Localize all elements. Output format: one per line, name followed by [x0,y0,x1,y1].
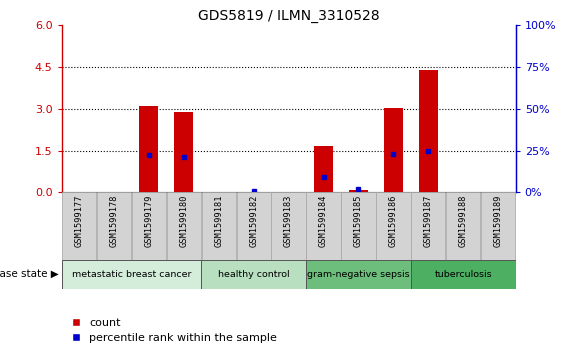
Text: disease state ▶: disease state ▶ [0,269,59,279]
Text: metastatic breast cancer: metastatic breast cancer [71,270,191,278]
FancyBboxPatch shape [62,260,201,289]
Text: GSM1599184: GSM1599184 [319,195,328,247]
FancyBboxPatch shape [271,192,306,260]
Text: GSM1599187: GSM1599187 [424,195,433,247]
FancyBboxPatch shape [306,192,340,260]
FancyBboxPatch shape [376,192,411,260]
FancyBboxPatch shape [201,260,306,289]
Bar [314,147,333,192]
FancyBboxPatch shape [411,260,516,289]
FancyBboxPatch shape [446,192,481,260]
Text: GSM1599185: GSM1599185 [354,195,363,247]
FancyBboxPatch shape [202,192,236,260]
Bar [384,107,403,192]
Text: GSM1599188: GSM1599188 [459,195,468,247]
Text: GSM1599182: GSM1599182 [249,195,258,247]
FancyBboxPatch shape [166,192,201,260]
Text: GSM1599186: GSM1599186 [389,195,398,247]
Bar [174,112,193,192]
Text: GSM1599181: GSM1599181 [214,195,223,247]
FancyBboxPatch shape [62,192,96,260]
Bar [419,70,438,192]
Text: GSM1599178: GSM1599178 [110,195,118,247]
Title: GDS5819 / ILMN_3310528: GDS5819 / ILMN_3310528 [198,9,379,23]
Text: GSM1599189: GSM1599189 [494,195,503,247]
FancyBboxPatch shape [237,192,271,260]
Text: gram-negative sepsis: gram-negative sepsis [307,270,410,278]
FancyBboxPatch shape [306,260,411,289]
Text: GSM1599183: GSM1599183 [284,195,293,247]
FancyBboxPatch shape [97,192,131,260]
Text: healthy control: healthy control [218,270,289,278]
Text: GSM1599179: GSM1599179 [144,195,154,247]
Bar [349,190,368,192]
FancyBboxPatch shape [132,192,166,260]
Text: GSM1599180: GSM1599180 [179,195,188,247]
Bar [139,106,158,192]
Text: tuberculosis: tuberculosis [434,270,492,278]
FancyBboxPatch shape [411,192,445,260]
Legend: count, percentile rank within the sample: count, percentile rank within the sample [67,314,282,347]
FancyBboxPatch shape [342,192,376,260]
Text: GSM1599177: GSM1599177 [74,195,83,247]
FancyBboxPatch shape [481,192,515,260]
